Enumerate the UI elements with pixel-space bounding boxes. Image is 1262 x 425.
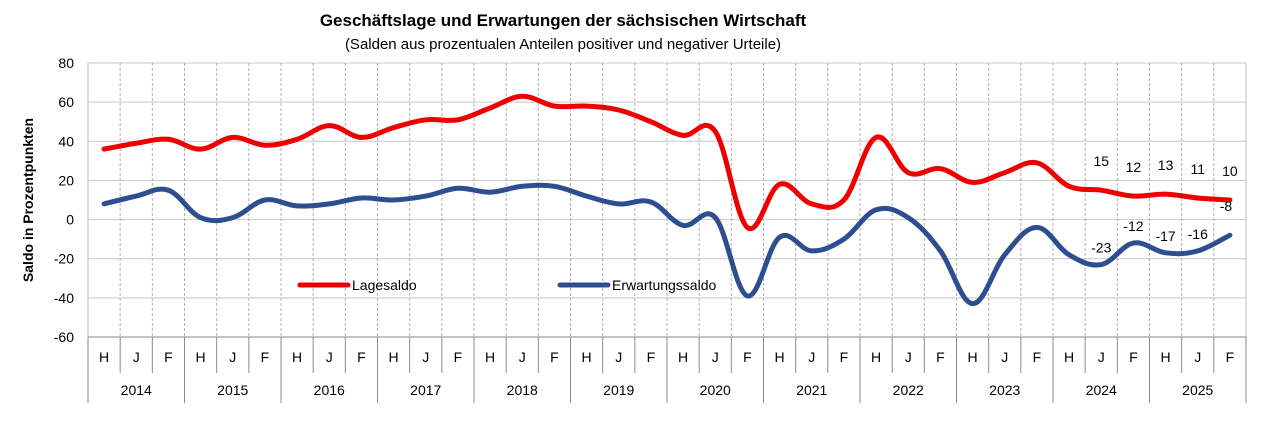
data-label: -16 (1188, 226, 1208, 242)
x-tick-label: J (615, 349, 622, 365)
y-tick-label: -40 (54, 290, 74, 306)
x-tick-label: J (422, 349, 429, 365)
year-label: 2014 (121, 382, 152, 398)
x-tick-label: F (936, 349, 945, 365)
legend-label: Erwartungssaldo (612, 277, 716, 293)
x-tick-label: H (99, 349, 109, 365)
x-tick-label: J (326, 349, 333, 365)
x-tick-label: H (485, 349, 495, 365)
year-label: 2018 (507, 382, 538, 398)
data-label: 10 (1222, 163, 1238, 179)
x-tick-label: J (808, 349, 815, 365)
data-label: -8 (1220, 198, 1233, 214)
x-tick-label: J (1001, 349, 1008, 365)
y-tick-label: 80 (58, 55, 74, 71)
x-tick-label: H (775, 349, 785, 365)
y-tick-label: 20 (58, 172, 74, 188)
x-tick-label: F (550, 349, 559, 365)
x-tick-label: F (164, 349, 173, 365)
x-tick-label: F (1033, 349, 1042, 365)
year-label: 2019 (603, 382, 634, 398)
x-tick-label: J (905, 349, 912, 365)
x-tick-label: J (1098, 349, 1105, 365)
year-label: 2023 (989, 382, 1020, 398)
data-label: 11 (1190, 161, 1205, 177)
x-tick-label: J (133, 349, 140, 365)
x-tick-label: H (968, 349, 978, 365)
y-tick-label: 40 (58, 133, 74, 149)
data-label: -12 (1123, 218, 1143, 234)
x-tick-label: J (229, 349, 236, 365)
year-label: 2017 (410, 382, 441, 398)
x-tick-label: H (389, 349, 399, 365)
data-label: 12 (1126, 159, 1142, 175)
data-label: -17 (1155, 228, 1175, 244)
x-tick-label: J (519, 349, 526, 365)
x-tick-label: F (743, 349, 752, 365)
legend: Lagesaldo Erwartungssaldo (297, 277, 716, 293)
chart-subtitle: (Salden aus prozentualen Anteilen positi… (345, 36, 781, 53)
data-label: 13 (1158, 157, 1174, 173)
x-tick-label: H (1064, 349, 1074, 365)
x-tick-label: F (1129, 349, 1138, 365)
y-tick-label: -20 (54, 251, 74, 267)
legend-label: Lagesaldo (352, 277, 417, 293)
x-tick-label: F (647, 349, 656, 365)
x-tick-label: H (196, 349, 206, 365)
y-tick-label: 0 (66, 212, 74, 228)
x-tick-label: H (678, 349, 688, 365)
x-tick-label: H (871, 349, 881, 365)
y-tick-label: -60 (54, 329, 74, 345)
x-tick-label: H (1161, 349, 1171, 365)
chart-title: Geschäftslage und Erwartungen der sächsi… (320, 11, 807, 30)
axes: 80 60 40 20 0 -20 -40 -60 H J F H J F H J F H J F H J F H J F H J F H… (54, 55, 1247, 403)
year-label: 2020 (700, 382, 731, 398)
x-tick-label: F (840, 349, 849, 365)
x-tick-label: F (454, 349, 463, 365)
year-label: 2024 (1086, 382, 1117, 398)
data-label: 15 (1093, 153, 1109, 169)
year-label: 2022 (893, 382, 924, 398)
year-label: 2025 (1182, 382, 1213, 398)
year-label: 2015 (217, 382, 248, 398)
x-tick-label: J (1194, 349, 1201, 365)
x-tick-label: J (712, 349, 719, 365)
series-lines (101, 93, 1233, 307)
y-axis-label: Saldo in Prozentpunkten (20, 118, 36, 282)
year-label: 2021 (796, 382, 827, 398)
y-tick-label: 60 (58, 94, 74, 110)
x-tick-label: F (261, 349, 270, 365)
year-label: 2016 (314, 382, 345, 398)
data-label: -23 (1091, 240, 1111, 256)
x-tick-label: H (582, 349, 592, 365)
x-tick-label: H (292, 349, 302, 365)
data-labels: 15 12 13 11 10 -23 -12 -17 -16 -8 (1091, 153, 1238, 255)
x-tick-label: F (1226, 349, 1235, 365)
x-tick-label: F (357, 349, 366, 365)
